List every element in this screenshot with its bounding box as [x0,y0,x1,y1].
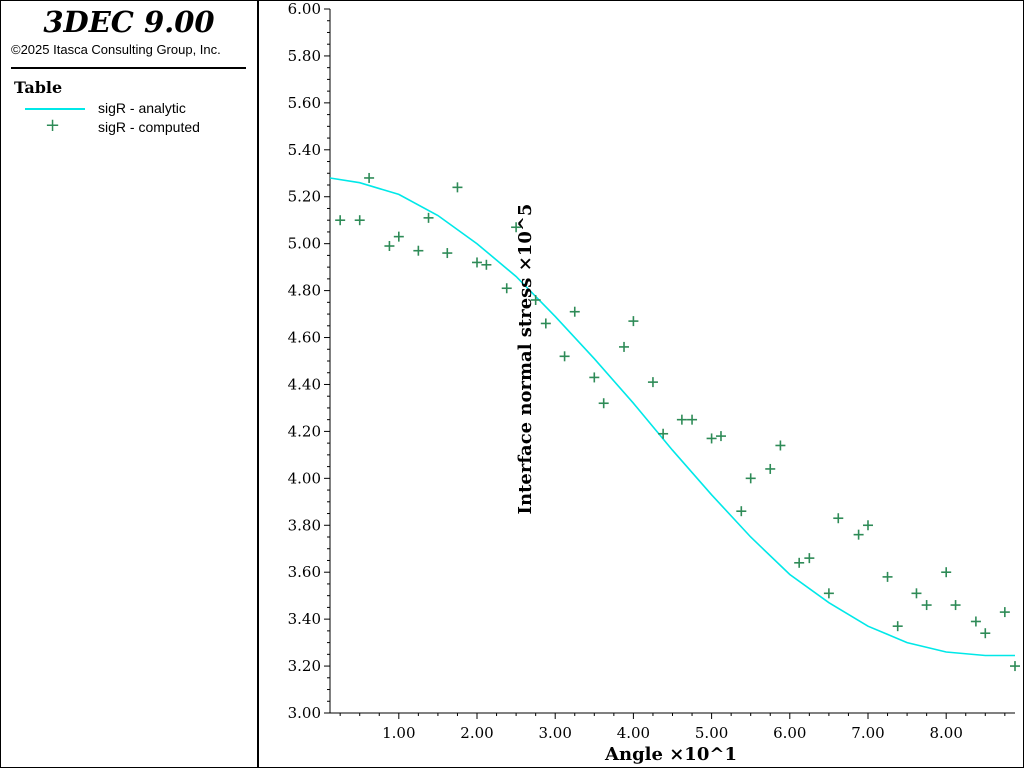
data-point-computed [472,257,483,268]
series-points-computed [335,172,1020,672]
legend-label-computed: sigR - computed [98,119,200,135]
data-point-computed [999,607,1010,618]
x-tick-label: 3.00 [539,724,572,742]
copyright-text: ©2025 Itasca Consulting Group, Inc. [11,42,221,57]
data-point-computed [706,433,717,444]
title-divider [11,67,246,69]
x-tick-label: 7.00 [851,724,884,742]
y-tick-label: 4.60 [288,329,321,347]
data-point-computed [335,215,346,226]
data-point-computed [911,588,922,599]
y-tick-label: 3.60 [288,563,321,581]
x-tick-label: 8.00 [929,724,962,742]
data-point-computed [853,529,864,540]
data-point-computed [511,222,522,233]
y-tick-label: 6.00 [288,1,321,18]
y-tick-label: 3.00 [288,704,321,722]
app-title: 3DEC 9.00 [43,5,215,39]
chart-area: 3.00 3.20 3.40 3.60 3.80 4.00 4.20 4.40 4.60 4.80… [288,1,1020,765]
data-point-computed [364,172,375,183]
x-tick-label: 5.00 [695,724,728,742]
data-point-computed [882,571,893,582]
data-point-computed [658,428,669,439]
data-point-computed [687,414,698,425]
data-point-computed [598,398,609,409]
x-tick-label: 2.00 [460,724,493,742]
y-tick-label: 3.40 [288,610,321,628]
data-point-computed [452,182,463,193]
y-ticks: 3.00 3.20 3.40 3.60 3.80 4.00 4.20 4.40 4.60 4.80… [288,1,330,722]
y-tick-label: 5.80 [288,47,321,65]
data-point-computed [941,567,952,578]
data-point-computed [413,245,424,256]
data-point-computed [921,600,932,611]
data-point-computed [628,316,639,327]
y-tick-label: 5.40 [288,141,321,159]
data-point-computed [950,600,961,611]
x-ticks: 1.00 2.00 3.00 4.00 5.00 6.00 7.00 8.00 [339,713,1006,742]
data-point-computed [970,616,981,627]
data-point-computed [715,431,726,442]
data-point-computed [393,231,404,242]
y-tick-label: 4.80 [288,282,321,300]
data-point-computed [501,283,512,294]
data-point-computed [354,215,365,226]
data-point-computed [619,341,630,352]
y-tick-label: 4.40 [288,375,321,393]
data-point-computed [736,506,747,517]
legend-label-analytic: sigR - analytic [98,100,186,116]
data-point-computed [833,513,844,524]
data-point-computed [1010,661,1020,672]
data-point-computed [559,351,570,362]
series-line-analytic [329,177,1015,657]
data-point-computed [647,377,658,388]
data-point-computed [530,294,541,305]
data-point-computed [794,557,805,568]
x-tick-label: 6.00 [773,724,806,742]
y-axis-label: Interface normal stress ×10^5 [515,204,536,515]
data-point-computed [980,628,991,639]
data-point-computed [775,440,786,451]
data-point-computed [823,588,834,599]
x-tick-label: 1.00 [382,724,415,742]
legend-title: Table [14,78,63,97]
y-tick-label: 4.00 [288,469,321,487]
data-point-computed [745,473,756,484]
y-tick-label: 4.20 [288,422,321,440]
data-point-computed [862,520,873,531]
data-point-computed [676,414,687,425]
data-point-computed [540,318,551,329]
data-point-computed [442,248,453,259]
data-point-computed [423,212,434,223]
legend-panel: 3DEC 9.00 ©2025 Itasca Consulting Group,… [1,1,259,767]
y-tick-label: 5.20 [288,188,321,206]
data-point-computed [892,621,903,632]
data-point-computed [384,241,395,252]
x-axis-label: Angle ×10^1 [604,744,737,765]
axes: 3.00 3.20 3.40 3.60 3.80 4.00 4.20 4.40 4.60 4.80… [288,1,1015,742]
data-point-computed [569,306,580,317]
line-swatch-icon [25,108,85,110]
y-tick-label: 3.80 [288,516,321,534]
plus-marker-icon: + [45,115,61,136]
y-tick-label: 5.60 [288,94,321,112]
data-point-computed [589,372,600,383]
data-point-computed [481,259,492,270]
data-point-computed [765,463,776,474]
x-tick-label: 4.00 [617,724,650,742]
data-point-computed [804,553,815,564]
y-tick-label: 5.00 [288,235,321,253]
y-tick-label: 3.20 [288,657,321,675]
